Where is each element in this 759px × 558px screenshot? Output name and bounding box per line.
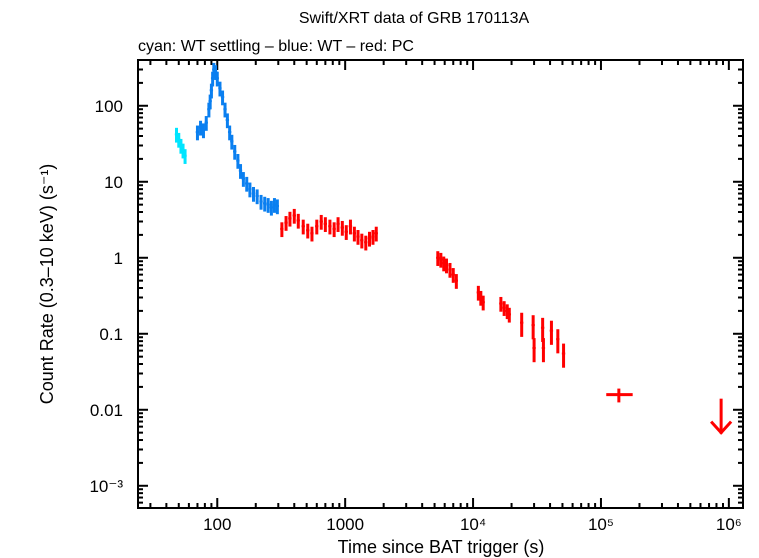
data-point bbox=[540, 317, 545, 342]
chart-title: Swift/XRT data of GRB 170113A bbox=[299, 10, 530, 27]
data-point bbox=[531, 315, 535, 340]
data-point bbox=[238, 164, 243, 179]
x-axis-label: Time since BAT trigger (s) bbox=[338, 537, 545, 557]
data-point bbox=[448, 262, 452, 278]
data-point bbox=[223, 102, 227, 118]
x-tick-label: 1000 bbox=[326, 515, 364, 534]
data-point bbox=[436, 251, 440, 266]
data-point bbox=[269, 200, 274, 216]
data-point bbox=[272, 198, 277, 213]
data-point bbox=[259, 194, 263, 210]
data-point bbox=[236, 154, 240, 169]
data-marks bbox=[174, 62, 733, 435]
data-point bbox=[444, 258, 449, 274]
data-point bbox=[556, 329, 560, 354]
data-point bbox=[541, 338, 546, 363]
data-point bbox=[315, 219, 319, 235]
data-point bbox=[288, 211, 292, 227]
data-point bbox=[220, 90, 225, 106]
data-point bbox=[306, 223, 310, 239]
data-point bbox=[502, 301, 506, 316]
data-point bbox=[195, 125, 200, 141]
data-point bbox=[481, 295, 485, 311]
data-point bbox=[507, 307, 511, 323]
data-point bbox=[241, 172, 246, 187]
chart-subtitle: cyan: WT settling – blue: WT – red: PC bbox=[138, 38, 414, 55]
data-point bbox=[263, 196, 267, 212]
x-tick-label: 10⁶ bbox=[716, 515, 742, 534]
data-point bbox=[292, 208, 296, 224]
data-point bbox=[230, 134, 234, 150]
data-point bbox=[310, 226, 314, 242]
data-point bbox=[296, 213, 300, 229]
data-point bbox=[352, 226, 357, 242]
plot-frame bbox=[137, 59, 744, 509]
data-point bbox=[266, 198, 270, 213]
data-point bbox=[442, 256, 446, 272]
data-point bbox=[198, 120, 203, 136]
data-point bbox=[332, 222, 336, 238]
late-data-point bbox=[606, 388, 633, 403]
data-point bbox=[344, 225, 348, 240]
data-point bbox=[532, 338, 536, 363]
arrow-head bbox=[710, 420, 733, 435]
data-point bbox=[454, 274, 458, 289]
data-point bbox=[251, 186, 256, 202]
y-tick-label: 0.1 bbox=[99, 325, 123, 344]
y-tick-label: 10 bbox=[104, 173, 123, 192]
data-point bbox=[275, 199, 279, 215]
data-point bbox=[183, 149, 187, 164]
data-point bbox=[218, 81, 222, 97]
data-point bbox=[323, 217, 327, 232]
tick-labels: 100 1000 10⁴ 10⁵ 10⁶ 100 10 1 0.1 0.01 10⁻³ bbox=[89, 97, 741, 534]
data-point bbox=[348, 219, 353, 235]
y-tick-label: 10⁻³ bbox=[89, 477, 123, 496]
data-point bbox=[439, 252, 443, 268]
y-tick-label: 0.01 bbox=[90, 401, 123, 420]
data-point bbox=[215, 71, 219, 87]
data-point bbox=[280, 222, 284, 238]
data-point bbox=[201, 123, 206, 139]
data-point bbox=[561, 343, 566, 368]
data-point bbox=[499, 296, 503, 312]
data-point bbox=[360, 233, 364, 249]
y-tick-label: 100 bbox=[95, 97, 123, 116]
data-point bbox=[374, 226, 378, 242]
data-point bbox=[371, 230, 375, 245]
data-point bbox=[284, 216, 288, 231]
data-point bbox=[204, 116, 208, 131]
data-point bbox=[340, 220, 344, 236]
y-tick-label: 1 bbox=[114, 249, 123, 268]
data-point bbox=[301, 219, 305, 235]
data-point bbox=[356, 230, 360, 245]
data-point bbox=[364, 235, 368, 251]
data-point bbox=[549, 320, 554, 345]
data-point bbox=[519, 312, 524, 337]
data-point bbox=[233, 144, 237, 160]
data-point bbox=[245, 176, 249, 192]
data-point bbox=[255, 189, 259, 205]
data-point bbox=[451, 268, 455, 283]
data-point bbox=[248, 182, 252, 198]
data-point bbox=[336, 217, 340, 232]
data-point bbox=[328, 219, 332, 235]
data-point bbox=[225, 113, 230, 129]
data-point bbox=[227, 125, 232, 141]
x-tick-label: 10⁵ bbox=[588, 515, 614, 534]
data-point bbox=[319, 214, 323, 230]
data-point bbox=[367, 231, 372, 247]
y-axis-label: Count Rate (0.3–10 keV) (s⁻¹) bbox=[37, 164, 57, 405]
upper-limit-arrow bbox=[710, 398, 733, 435]
x-tick-label: 10⁴ bbox=[460, 515, 486, 534]
x-tick-label: 100 bbox=[203, 515, 231, 534]
